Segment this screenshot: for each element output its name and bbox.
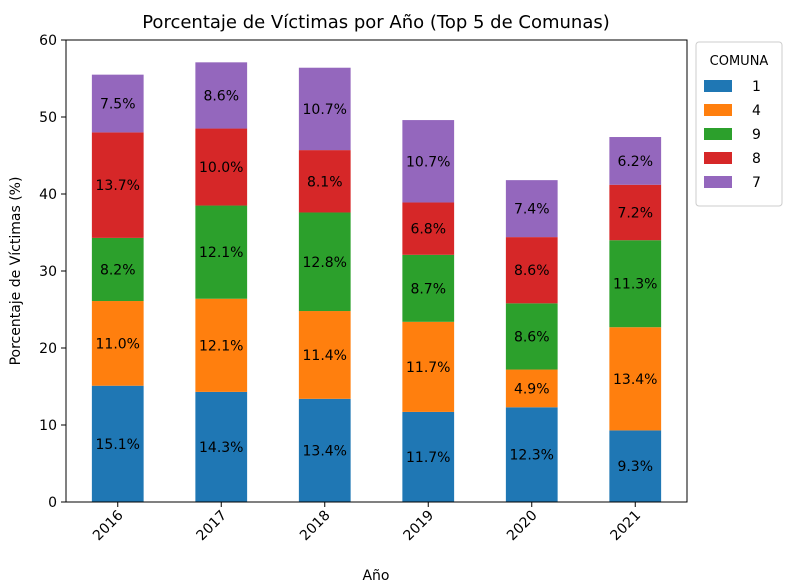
data-label-2018-comuna-9: 12.8% [303,255,347,271]
y-axis-label: Porcentaje de Víctimas (%) [8,177,24,366]
bar-2019-comuna-1 [402,411,455,502]
x-axis-label: Año [362,568,389,584]
data-label-2018-comuna-1: 13.4% [303,443,347,459]
bar-2019-comuna-9 [402,254,455,322]
data-label-2019-comuna-4: 11.7% [406,360,450,376]
data-label-2020-comuna-9: 8.6% [514,329,550,345]
data-label-2021-comuna-9: 11.3% [613,277,657,293]
data-label-2018-comuna-4: 11.4% [303,348,347,364]
bar-2021-comuna-7 [609,137,662,185]
data-label-2016-comuna-4: 11.0% [96,336,140,352]
data-label-2017-comuna-7: 8.6% [203,88,239,104]
y-tick-label: 0 [48,495,57,511]
data-label-2016-comuna-7: 7.5% [100,97,136,113]
bar-2021-comuna-1 [609,430,662,502]
data-label-2018-comuna-8: 8.1% [307,174,343,190]
y-tick-label: 40 [39,187,57,203]
plot-area: 15.1% 11.0% 8.2% 13.7% 7.5% 14.3% 12.1% 12.1% 10… [39,33,688,545]
legend-label-comuna-8: 8 [752,151,761,167]
legend: COMUNA 1 4 9 8 7 [695,41,783,207]
legend-swatch-comuna-8 [704,152,732,164]
bar-2020-comuna-7 [505,180,558,238]
bar-2017-comuna-8 [195,128,248,206]
bar-2020-comuna-8 [505,237,558,304]
bar-2020-comuna-9 [505,303,558,370]
data-label-2019-comuna-8: 6.8% [410,222,446,238]
bar-2018-comuna-9 [298,212,351,312]
y-tick-label: 20 [39,341,57,357]
bar-2018-comuna-1 [298,398,351,502]
bar-2020-comuna-4 [505,369,558,408]
x-tick-label-2018: 2018 [297,508,334,545]
data-label-2021-comuna-4: 13.4% [613,372,657,388]
data-label-2016-comuna-1: 15.1% [96,437,140,453]
y-tick-label: 50 [39,110,57,126]
bar-2019-comuna-4 [402,321,455,412]
data-label-2019-comuna-7: 10.7% [406,154,450,170]
bar-2021-comuna-8 [609,184,662,241]
bar-2016-comuna-9 [91,237,144,302]
x-tick-label-2016: 2016 [90,507,127,544]
legend-label-comuna-1: 1 [752,79,761,95]
bar-2017-comuna-9 [195,205,248,299]
data-label-2017-comuna-1: 14.3% [199,440,243,456]
bar-2016-comuna-7 [91,74,144,133]
bar-2021-comuna-4 [609,327,662,431]
bar-2019-comuna-8 [402,202,455,255]
x-tick-label-2019: 2019 [401,508,438,545]
x-tick-label-2017: 2017 [194,508,231,545]
data-label-2020-comuna-7: 7.4% [514,202,550,218]
bar-2017-comuna-4 [195,298,248,392]
legend-swatch-comuna-9 [704,128,732,140]
chart-title: Porcentaje de Víctimas por Año (Top 5 de… [142,12,610,33]
data-label-2021-comuna-7: 6.2% [617,154,653,170]
data-label-2019-comuna-9: 8.7% [410,281,446,297]
legend-swatch-comuna-1 [704,80,732,92]
bar-2021-comuna-9 [609,240,662,328]
data-label-2016-comuna-9: 8.2% [100,262,136,278]
bar-2018-comuna-8 [298,150,351,213]
bar-2020-comuna-1 [505,407,558,502]
legend-title: COMUNA [710,54,769,69]
bar-2016-comuna-1 [91,385,144,502]
legend-swatch-comuna-7 [704,176,732,188]
legend-label-comuna-9: 9 [752,127,761,143]
data-label-2020-comuna-1: 12.3% [510,448,554,464]
bar-2019-comuna-7 [402,120,455,203]
data-label-2019-comuna-1: 11.7% [406,450,450,466]
y-tick-label: 10 [39,418,57,434]
x-tick-label-2021: 2021 [608,508,645,545]
legend-swatch-comuna-4 [704,104,732,116]
data-label-2020-comuna-8: 8.6% [514,263,550,279]
bar-2016-comuna-4 [91,301,144,386]
y-tick-label: 60 [39,33,57,49]
bar-2017-comuna-1 [195,391,248,502]
data-label-2021-comuna-8: 7.2% [617,205,653,221]
legend-label-comuna-7: 7 [752,175,761,191]
legend-label-comuna-4: 4 [752,103,761,119]
data-label-2020-comuna-4: 4.9% [514,381,550,397]
bar-2018-comuna-4 [298,311,351,399]
data-label-2016-comuna-8: 13.7% [96,178,140,194]
bar-2018-comuna-7 [298,67,351,151]
data-label-2017-comuna-4: 12.1% [199,338,243,354]
data-label-2017-comuna-8: 10.0% [199,160,243,176]
axes-frame [65,39,688,503]
data-label-2018-comuna-7: 10.7% [303,102,347,118]
data-label-2021-comuna-1: 9.3% [617,459,653,475]
data-label-2017-comuna-9: 12.1% [199,245,243,261]
x-tick-label-2020: 2020 [504,508,541,545]
bar-2016-comuna-8 [91,132,144,238]
bar-2017-comuna-7 [195,62,248,129]
y-tick-label: 30 [39,264,57,280]
